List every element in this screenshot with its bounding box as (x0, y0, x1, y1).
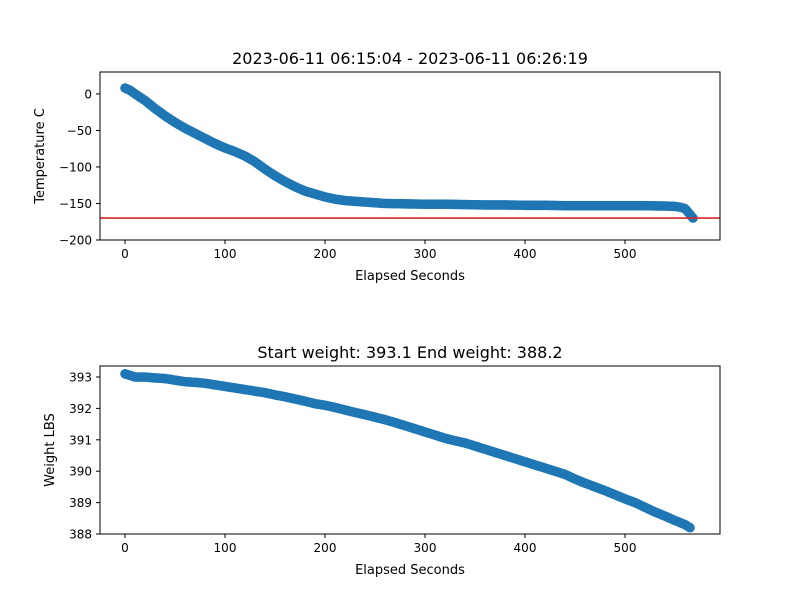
temperature-y-tick-label: −200 (59, 234, 92, 248)
weight-ticks: 0 100 200 300 400 500 388 389 390 391 392 393 (69, 370, 636, 555)
weight-y-tick-label: 388 (69, 528, 92, 542)
temperature-y-tick-label: −100 (59, 160, 92, 174)
weight-plot-frame (99, 365, 721, 535)
temperature-y-tick-label: 0 (84, 87, 92, 101)
weight-chart-title: Start weight: 393.1 End weight: 388.2 (257, 343, 562, 362)
temperature-y-tick-label: −150 (59, 197, 92, 211)
weight-x-tick-label: 200 (314, 541, 337, 555)
temperature-x-tick-label: 500 (614, 247, 637, 261)
weight-x-tick-label: 400 (514, 541, 537, 555)
temperature-chart-title: 2023-06-11 06:15:04 - 2023-06-11 06:26:1… (232, 49, 588, 68)
temperature-x-tick-label: 200 (314, 247, 337, 261)
temperature-y-axis-label: Temperature C (33, 108, 48, 205)
temperature-x-tick-label: 400 (514, 247, 537, 261)
weight-x-tick-label: 500 (614, 541, 637, 555)
weight-y-tick-label: 389 (69, 496, 92, 510)
temperature-points (120, 83, 698, 223)
temperature-y-tick-label: −50 (67, 124, 92, 138)
weight-y-axis-label: Weight LBS (43, 413, 58, 487)
weight-x-tick-label: 300 (414, 541, 437, 555)
weight-points (120, 369, 695, 533)
temperature-ticks: 0 100 200 300 400 500 0 −50 −100 −150 −200 (59, 87, 636, 261)
temperature-x-tick-label: 0 (121, 247, 129, 261)
weight-y-tick-label: 392 (69, 402, 92, 416)
weight-y-tick-label: 390 (69, 465, 92, 479)
weight-chart: Start weight: 393.1 End weight: 388.2 0 1… (43, 343, 721, 578)
weight-y-tick-label: 391 (69, 433, 92, 447)
temperature-x-tick-label: 100 (214, 247, 237, 261)
weight-x-tick-label: 0 (121, 541, 129, 555)
temperature-x-axis-label: Elapsed Seconds (355, 269, 465, 284)
temperature-x-tick-label: 300 (414, 247, 437, 261)
temperature-plot-frame (99, 71, 721, 241)
weight-y-tick-label: 393 (69, 370, 92, 384)
weight-x-tick-label: 100 (214, 541, 237, 555)
temperature-chart: 2023-06-11 06:15:04 - 2023-06-11 06:26:1… (33, 49, 721, 284)
weight-x-axis-label: Elapsed Seconds (355, 563, 465, 578)
weight-data-point (685, 522, 695, 533)
